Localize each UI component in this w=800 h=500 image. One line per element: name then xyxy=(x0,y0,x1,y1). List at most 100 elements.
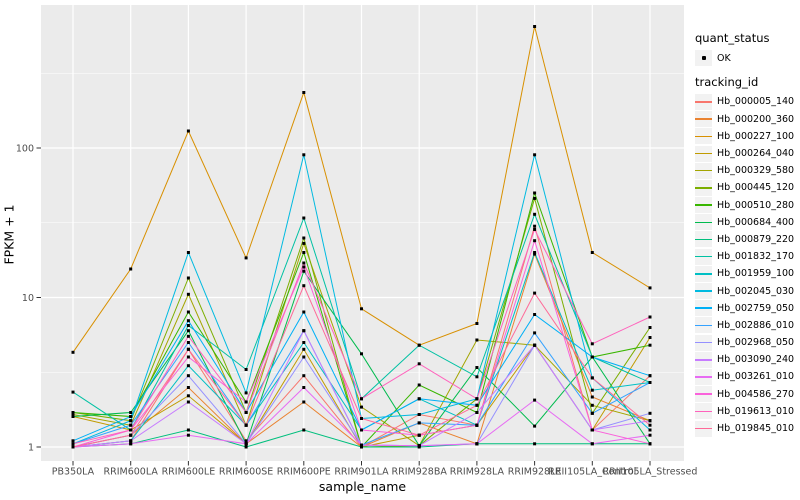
data-point xyxy=(186,386,190,389)
line-key-icon xyxy=(695,317,712,334)
data-point xyxy=(71,350,75,354)
data-point xyxy=(302,91,306,94)
data-point xyxy=(244,442,248,446)
legend-item: Hb_000510_280 xyxy=(695,197,794,214)
data-point xyxy=(186,347,190,351)
data-point xyxy=(129,419,133,423)
data-point xyxy=(475,423,479,427)
data-point xyxy=(533,212,537,216)
line-key-icon xyxy=(695,420,712,437)
data-point xyxy=(71,445,75,449)
data-point xyxy=(648,419,652,423)
legend-tracking-items: Hb_000005_140 Hb_000200_360 Hb_000227_100 H… xyxy=(695,93,794,437)
data-point xyxy=(302,329,306,333)
data-point xyxy=(129,442,133,446)
legend-item-label: Hb_000445_120 xyxy=(717,182,795,194)
legend-item: Hb_000684_400 xyxy=(695,214,794,231)
legend-item: Hb_019845_010 xyxy=(695,420,794,437)
data-point xyxy=(360,445,363,449)
line-key-icon xyxy=(695,197,712,214)
x-tick-label: RRII105LA_Control xyxy=(548,467,636,478)
legend-item: Hb_003090_240 xyxy=(695,351,794,368)
data-point xyxy=(244,400,248,404)
data-point xyxy=(186,324,190,327)
line-key-icon xyxy=(695,128,712,145)
legend-item-label: Hb_000200_360 xyxy=(717,113,795,125)
data-point xyxy=(590,388,594,392)
data-point xyxy=(533,228,537,231)
data-point xyxy=(533,251,537,254)
data-point xyxy=(648,433,652,437)
x-tick-label: RRIM600SE xyxy=(219,467,273,478)
data-point xyxy=(590,411,594,415)
legend-item-label: Hb_000329_580 xyxy=(717,165,795,177)
data-point xyxy=(648,374,652,378)
data-point xyxy=(71,439,75,443)
data-point xyxy=(71,411,75,414)
data-point xyxy=(417,444,421,448)
legend-title-tracking-id: tracking_id xyxy=(695,75,759,89)
data-point xyxy=(475,442,479,446)
data-point xyxy=(533,25,537,28)
line-key-icon xyxy=(695,179,712,196)
data-point xyxy=(186,374,190,378)
data-point xyxy=(648,315,652,319)
data-point xyxy=(71,413,75,416)
legend-item: Hb_004586_270 xyxy=(695,386,794,403)
data-point xyxy=(417,397,421,401)
data-point xyxy=(533,442,537,446)
legend-item: Hb_002968_050 xyxy=(695,334,794,351)
line-key-icon xyxy=(695,283,712,300)
legend-item: Hb_000005_140 xyxy=(695,93,794,110)
data-point xyxy=(590,355,594,359)
x-tick-label: PB350LA xyxy=(52,467,95,478)
x-tick-label: RRII105LA_Stressed xyxy=(603,467,698,478)
legend-item: Hb_001959_100 xyxy=(695,265,794,282)
y-tick-label: 100 xyxy=(16,144,34,155)
legend-item-ok: OK xyxy=(695,50,731,67)
legend-item-label: Hb_000005_140 xyxy=(717,96,795,108)
legend-item: Hb_000879_220 xyxy=(695,231,794,248)
line-key-icon xyxy=(695,300,712,317)
data-point xyxy=(417,362,421,366)
line-key-icon xyxy=(695,145,712,162)
legend-item: Hb_019613_010 xyxy=(695,403,794,420)
legend-item-label: Hb_001832_170 xyxy=(717,251,795,263)
data-point xyxy=(533,191,537,195)
data-point xyxy=(186,433,190,437)
data-point xyxy=(186,334,190,338)
data-point xyxy=(533,252,537,256)
data-point xyxy=(302,310,306,314)
data-point xyxy=(71,442,75,446)
data-point xyxy=(648,326,652,329)
data-point xyxy=(360,405,363,409)
legend-item-label: Hb_000510_280 xyxy=(717,199,795,211)
data-point xyxy=(302,347,306,351)
data-point xyxy=(475,403,479,407)
legend-item: Hb_003261_010 xyxy=(695,368,794,385)
data-point xyxy=(590,428,594,432)
x-tick-label: RRIM928LE xyxy=(508,467,562,478)
legend-item: Hb_002759_050 xyxy=(695,300,794,317)
data-point xyxy=(186,329,190,333)
line-key-icon xyxy=(695,368,712,385)
legend-item-label: Hb_001959_100 xyxy=(717,268,795,280)
data-point xyxy=(360,397,363,401)
data-point xyxy=(186,319,190,323)
data-point xyxy=(302,386,306,389)
data-point xyxy=(244,368,248,371)
x-tick-label: RRIM600LE xyxy=(162,467,216,478)
data-point xyxy=(648,442,652,446)
x-tick-label: RRIM901LA xyxy=(334,467,389,478)
data-point xyxy=(648,381,652,384)
legend-item-label: Hb_000264_040 xyxy=(717,148,795,160)
x-tick-label: RRIM928BA xyxy=(392,467,448,478)
point-key-icon xyxy=(695,50,712,66)
data-point xyxy=(590,376,594,380)
data-point xyxy=(302,355,306,359)
legend-item: Hb_000445_120 xyxy=(695,179,794,196)
data-point xyxy=(244,445,248,449)
data-point xyxy=(533,313,537,316)
data-point xyxy=(302,284,306,288)
